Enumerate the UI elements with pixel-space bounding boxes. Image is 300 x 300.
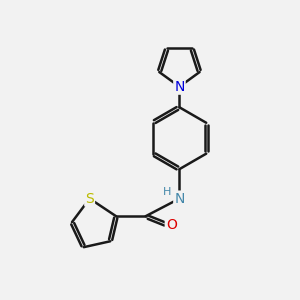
Text: N: N xyxy=(174,80,184,94)
Text: N: N xyxy=(174,192,184,206)
Text: O: O xyxy=(166,218,177,232)
Text: H: H xyxy=(163,187,171,197)
Text: S: S xyxy=(85,192,94,206)
